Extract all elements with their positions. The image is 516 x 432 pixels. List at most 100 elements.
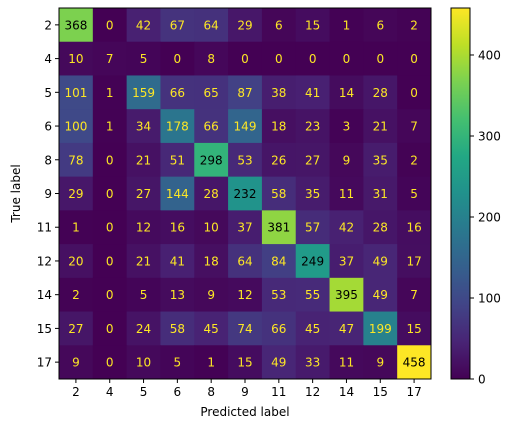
heatmap-cell — [59, 176, 94, 211]
cell-value-label: 55 — [305, 288, 320, 302]
heatmap-cell — [194, 8, 229, 43]
heatmap-cell — [194, 244, 229, 279]
y-tick-label: 8 — [44, 153, 52, 167]
cell-value-label: 78 — [68, 153, 83, 167]
heatmap-cell — [92, 75, 128, 110]
heatmap-cell — [397, 41, 432, 76]
heatmap-cell — [363, 142, 398, 178]
heatmap-cell — [59, 41, 94, 76]
cell-value-label: 27 — [136, 187, 151, 201]
y-tick-label: 5 — [44, 86, 52, 100]
cell-value-label: 41 — [170, 254, 185, 268]
cell-value-label: 58 — [271, 187, 286, 201]
heatmap-cell — [194, 176, 229, 211]
cell-value-label: 0 — [241, 52, 249, 66]
cell-value-label: 2 — [410, 18, 418, 32]
cell-value-label: 15 — [406, 322, 421, 336]
cell-value-label: 10 — [68, 52, 83, 66]
heatmap-cell — [261, 142, 297, 178]
heatmap-cell — [126, 41, 161, 76]
cell-value-label: 11 — [339, 187, 354, 201]
cell-value-label: 100 — [64, 120, 87, 134]
cell-value-label: 27 — [305, 153, 320, 167]
heatmap-cell — [295, 176, 331, 211]
cell-value-label: 33 — [305, 356, 320, 370]
heatmap-cell — [194, 277, 229, 313]
cell-value-label: 0 — [106, 187, 114, 201]
heatmap-cell — [160, 142, 195, 178]
heatmap-cell — [228, 109, 263, 144]
cell-value-label: 64 — [204, 18, 219, 32]
cell-value-label: 199 — [369, 322, 392, 336]
cell-value-label: 24 — [136, 322, 151, 336]
cell-value-label: 10 — [136, 356, 151, 370]
cell-value-label: 23 — [305, 120, 320, 134]
heatmap-cell — [126, 176, 161, 211]
cell-value-label: 9 — [343, 153, 351, 167]
colorbar-gradient — [450, 7, 471, 380]
heatmap-cell — [261, 75, 297, 110]
heatmap-cell — [295, 8, 331, 43]
heatmap-cell — [160, 176, 195, 211]
colorbar-tick-label: 300 — [478, 129, 501, 143]
heatmap-cell — [363, 8, 398, 43]
heatmap-cell — [126, 8, 161, 43]
cell-value-label: 5 — [174, 356, 182, 370]
x-axis-ticks: 2 4 5 6 8 9 11 12 14 15 17 — [72, 379, 422, 399]
heatmap-cell — [329, 210, 364, 245]
y-tick-label: 2 — [44, 18, 52, 32]
heatmap-cell — [160, 311, 195, 346]
x-tick-label: 15 — [373, 385, 388, 399]
colorbar-ticks: 0 100 200 300 400 — [470, 48, 501, 387]
heatmap-cell — [194, 210, 229, 245]
heatmap-cell — [59, 75, 94, 110]
cell-value-label: 0 — [343, 52, 351, 66]
cell-value-label: 41 — [305, 86, 320, 100]
colorbar-tick-label: 400 — [478, 48, 501, 62]
cell-value-label: 21 — [373, 120, 388, 134]
heatmap-cell — [397, 176, 432, 211]
heatmap-cell — [329, 345, 364, 380]
heatmap-cell — [228, 210, 263, 245]
x-tick-label: 12 — [305, 385, 320, 399]
cell-value-label: 12 — [237, 288, 252, 302]
heatmap-cell — [363, 277, 398, 313]
cell-value-label: 395 — [335, 288, 358, 302]
heatmap-cell — [397, 210, 432, 245]
heatmap-cell — [228, 311, 263, 346]
x-tick-label: 17 — [406, 385, 421, 399]
colorbar-tick-label: 0 — [478, 373, 486, 387]
cell-value-label: 66 — [170, 86, 185, 100]
cell-value-label: 49 — [373, 254, 388, 268]
cell-value-label: 35 — [373, 153, 388, 167]
colorbar-tick-label: 100 — [478, 291, 501, 305]
heatmap-cell — [329, 142, 364, 178]
cell-value-label: 84 — [271, 254, 286, 268]
cell-value-label: 16 — [170, 221, 185, 235]
heatmap-cell — [92, 8, 128, 43]
heatmap-cell — [397, 311, 432, 346]
cell-value-label: 0 — [106, 288, 114, 302]
y-tick-label: 11 — [37, 221, 52, 235]
heatmap-cell — [261, 8, 297, 43]
heatmap-cell — [228, 244, 263, 279]
cell-value-label: 5 — [140, 52, 148, 66]
colorbar: 0 100 200 300 400 — [450, 7, 501, 387]
x-tick-label: 14 — [339, 385, 354, 399]
cell-value-label: 87 — [237, 86, 252, 100]
heatmap-cell — [92, 210, 128, 245]
cell-value-label: 14 — [339, 86, 354, 100]
cell-value-label: 0 — [106, 356, 114, 370]
heatmap-cell — [397, 75, 432, 110]
cell-value-label: 7 — [410, 120, 418, 134]
heatmap-cell — [329, 109, 364, 144]
cell-value-label: 101 — [64, 86, 87, 100]
cell-value-label: 1 — [106, 86, 114, 100]
heatmap-cell — [59, 244, 94, 279]
heatmap-cell — [160, 75, 195, 110]
cell-value-label: 16 — [406, 221, 421, 235]
heatmap-cell — [261, 311, 297, 346]
cell-value-label: 28 — [204, 187, 219, 201]
x-tick-label: 2 — [72, 385, 80, 399]
